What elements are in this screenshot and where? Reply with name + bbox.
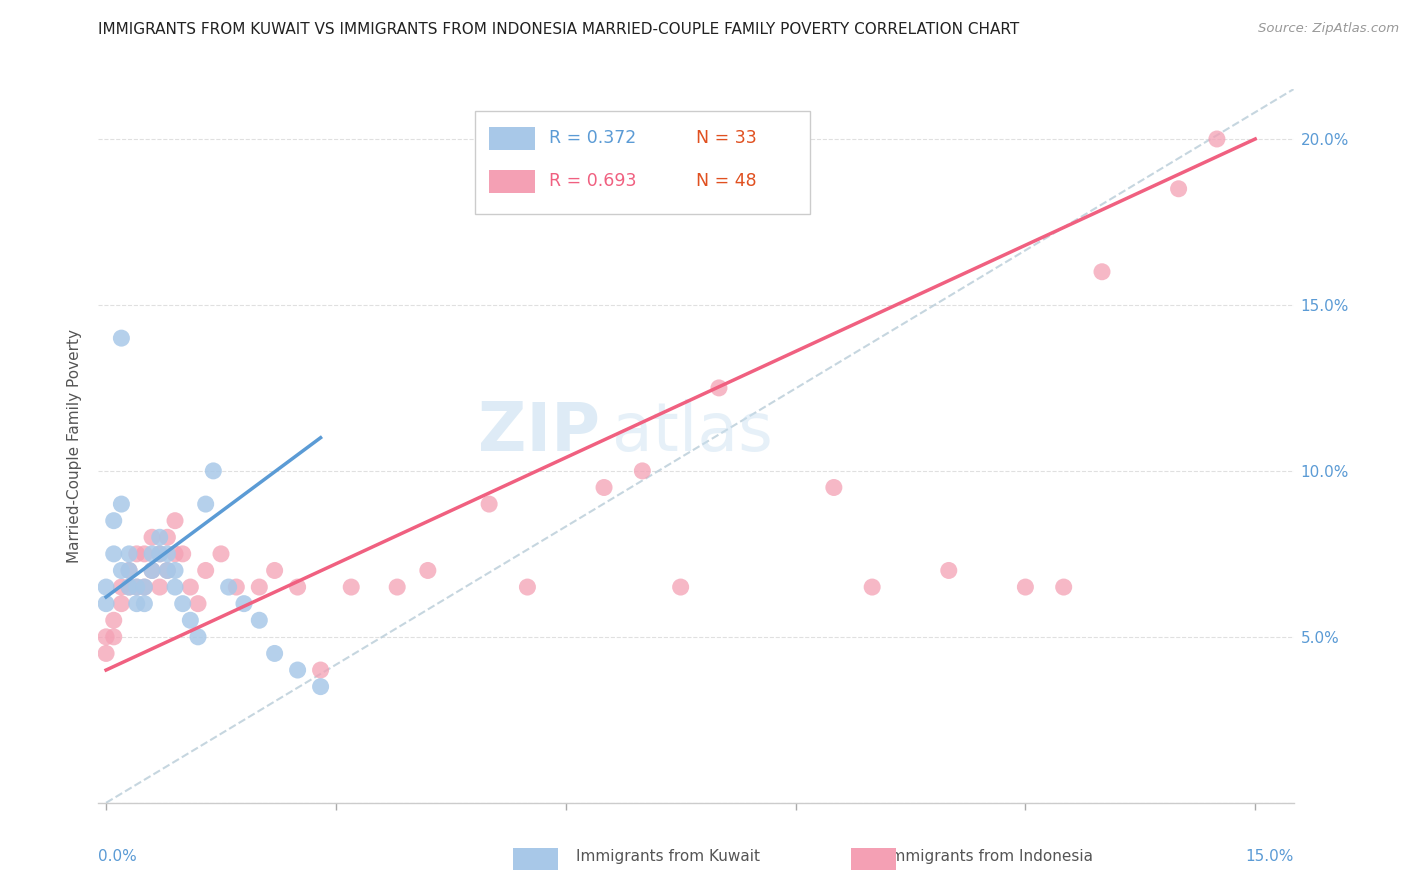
Point xyxy=(103,613,125,627)
Point xyxy=(103,514,125,528)
Point xyxy=(785,198,807,212)
FancyBboxPatch shape xyxy=(475,111,810,214)
Text: Immigrants from Kuwait: Immigrants from Kuwait xyxy=(576,849,761,863)
Point xyxy=(247,613,270,627)
Point xyxy=(110,580,132,594)
Point xyxy=(103,547,125,561)
Point xyxy=(125,580,148,594)
Text: IMMIGRANTS FROM KUWAIT VS IMMIGRANTS FROM INDONESIA MARRIED-COUPLE FAMILY POVERT: IMMIGRANTS FROM KUWAIT VS IMMIGRANTS FRO… xyxy=(98,22,1019,37)
Point xyxy=(94,580,117,594)
Point xyxy=(263,647,285,661)
Point xyxy=(118,580,141,594)
Point xyxy=(194,564,217,578)
Point xyxy=(593,481,616,495)
Text: N = 48: N = 48 xyxy=(696,171,756,189)
Point xyxy=(125,547,148,561)
Point xyxy=(149,547,172,561)
Point xyxy=(1167,182,1189,196)
Point xyxy=(149,580,172,594)
Point xyxy=(134,580,156,594)
Text: ZIP: ZIP xyxy=(478,399,600,465)
Point xyxy=(263,564,285,578)
Point xyxy=(141,530,163,544)
Point xyxy=(110,597,132,611)
Point xyxy=(209,547,232,561)
Text: R = 0.693: R = 0.693 xyxy=(548,171,637,189)
FancyBboxPatch shape xyxy=(489,169,534,193)
Text: Source: ZipAtlas.com: Source: ZipAtlas.com xyxy=(1258,22,1399,36)
FancyBboxPatch shape xyxy=(489,127,534,150)
Point xyxy=(172,597,194,611)
Point xyxy=(287,663,309,677)
Point xyxy=(163,547,186,561)
Text: R = 0.372: R = 0.372 xyxy=(548,128,637,146)
Point xyxy=(125,597,148,611)
Text: Immigrants from Indonesia: Immigrants from Indonesia xyxy=(886,849,1092,863)
Point xyxy=(94,630,117,644)
Point xyxy=(187,597,209,611)
Point xyxy=(149,547,172,561)
Point xyxy=(141,547,163,561)
Point xyxy=(225,580,247,594)
Point xyxy=(669,580,692,594)
Text: 0.0%: 0.0% xyxy=(98,849,138,863)
Point xyxy=(1053,580,1076,594)
Point xyxy=(94,597,117,611)
Point xyxy=(187,630,209,644)
Point xyxy=(516,580,538,594)
Point xyxy=(118,547,141,561)
Point xyxy=(163,580,186,594)
Point xyxy=(179,613,201,627)
Point xyxy=(156,564,179,578)
Point xyxy=(202,464,225,478)
Point xyxy=(103,630,125,644)
Text: N = 33: N = 33 xyxy=(696,128,756,146)
Point xyxy=(134,580,156,594)
Point xyxy=(631,464,654,478)
Point xyxy=(287,580,309,594)
Point xyxy=(233,597,256,611)
Point xyxy=(1014,580,1036,594)
Point xyxy=(309,680,332,694)
Point xyxy=(110,331,132,345)
Point xyxy=(416,564,439,578)
Point xyxy=(163,564,186,578)
Point xyxy=(163,514,186,528)
Y-axis label: Married-Couple Family Poverty: Married-Couple Family Poverty xyxy=(67,329,83,563)
Point xyxy=(340,580,363,594)
Point xyxy=(194,497,217,511)
Point xyxy=(156,564,179,578)
Point xyxy=(118,580,141,594)
Point xyxy=(141,564,163,578)
Point xyxy=(156,547,179,561)
Point xyxy=(156,530,179,544)
Text: 15.0%: 15.0% xyxy=(1246,849,1294,863)
Point xyxy=(1206,132,1229,146)
Point xyxy=(149,530,172,544)
Point xyxy=(134,597,156,611)
Text: atlas: atlas xyxy=(613,399,773,465)
Point xyxy=(823,481,845,495)
Point xyxy=(118,564,141,578)
Point xyxy=(134,547,156,561)
Point xyxy=(707,381,730,395)
Point xyxy=(141,564,163,578)
Point xyxy=(172,547,194,561)
Point xyxy=(179,580,201,594)
Point xyxy=(1091,265,1114,279)
Point xyxy=(125,580,148,594)
Point xyxy=(385,580,409,594)
Point xyxy=(218,580,240,594)
Point xyxy=(478,497,501,511)
Point xyxy=(247,580,270,594)
Point xyxy=(118,564,141,578)
Point xyxy=(860,580,883,594)
Point xyxy=(110,564,132,578)
Point xyxy=(94,647,117,661)
Point xyxy=(309,663,332,677)
Point xyxy=(110,497,132,511)
Point xyxy=(938,564,960,578)
